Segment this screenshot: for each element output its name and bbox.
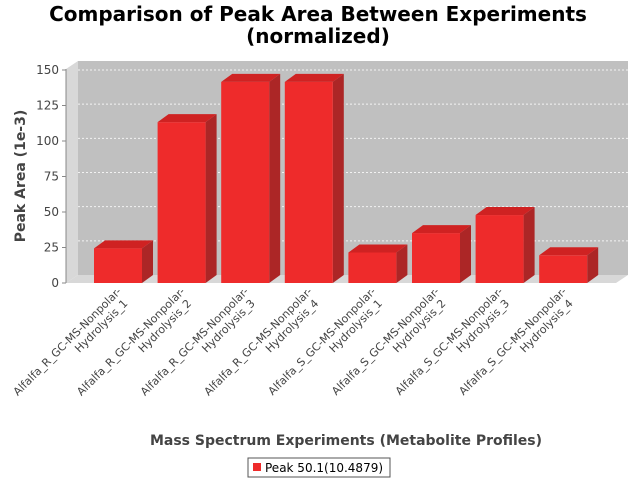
x-tick-label: Alfalfa_R_GC-MS-Nonpolar-Hydrolysis_1 (11, 285, 134, 408)
x-tick-label: Alfalfa_R_GC-MS-Nonpolar-Hydrolysis_3 (138, 285, 261, 408)
legend-box (247, 457, 391, 478)
y-tick-label: 100 (36, 134, 59, 148)
bar-side (523, 207, 535, 283)
bar-front (412, 233, 460, 283)
legend-swatch (253, 463, 261, 471)
y-tick-label: 150 (36, 63, 59, 77)
y-axis: 0 25 50 75 100 125 150 (36, 63, 67, 290)
bar-front (475, 215, 524, 283)
bar (284, 73, 344, 283)
bar-top (539, 247, 599, 256)
bar-top (284, 73, 344, 82)
x-tick-label: Alfalfa_S_GC-MS-Nonpolar-Hydrolysis_4 (456, 285, 578, 407)
x-tick-label-line: Alfalfa_R_GC-MS-Nonpolar- (11, 285, 124, 398)
x-axis-label: Mass Spectrum Experiments (Metabolite Pr… (150, 433, 542, 449)
legend-label: Peak 50.1(10.4879) (265, 461, 383, 475)
y-tick-label: 0 (51, 276, 59, 290)
bar (348, 244, 408, 283)
x-axis: Alfalfa_R_GC-MS-Nonpolar-Hydrolysis_1Alf… (11, 285, 578, 408)
bar-side (332, 73, 344, 283)
x-tick-label: Alfalfa_R_GC-MS-Nonpolar-Hydrolysis_2 (74, 285, 197, 408)
bar-front (94, 248, 142, 283)
bar-side (396, 244, 408, 283)
bar (157, 114, 217, 283)
chart-title-line-1: Comparison of Peak Area Between Experime… (49, 2, 587, 26)
bar-front (539, 255, 588, 283)
bar-front (157, 122, 206, 283)
bar-top (94, 240, 153, 249)
x-tick-label: Alfalfa_S_GC-MS-Nonpolar-Hydrolysis_2 (329, 285, 451, 407)
bars (94, 73, 599, 283)
bar-side (142, 240, 153, 283)
bar-top (412, 225, 471, 234)
y-axis-label: Peak Area (1e-3) (13, 110, 29, 243)
bar-side (587, 247, 599, 283)
y-tick-label: 75 (44, 170, 59, 184)
bar-side (460, 225, 471, 283)
bar-side (269, 73, 281, 283)
x-tick-label: Alfalfa_S_GC-MS-Nonpolar-Hydrolysis_3 (393, 285, 515, 407)
plot-left-wall (66, 61, 78, 283)
bar-top (475, 207, 535, 216)
bar-front (221, 81, 270, 283)
bar (539, 247, 599, 283)
bar-side (205, 114, 217, 283)
chart-title-line-2: (normalized) (246, 24, 390, 48)
y-tick-label: 125 (36, 99, 59, 113)
y-tick-label: 25 (44, 241, 59, 255)
bar (221, 73, 281, 283)
bar-top (221, 73, 281, 82)
bar (94, 240, 153, 283)
bar (412, 225, 471, 283)
bar (475, 207, 535, 283)
legend: Peak 50.1(10.4879) (247, 457, 391, 478)
bar-top (157, 114, 217, 123)
y-tick-label: 50 (44, 205, 59, 219)
bar-front (348, 252, 397, 283)
x-tick-label: Alfalfa_S_GC-MS-Nonpolar-Hydrolysis_1 (266, 285, 388, 407)
x-tick-label: Alfalfa_R_GC-MS-Nonpolar-Hydrolysis_4 (202, 285, 325, 408)
bar-front (284, 81, 333, 283)
bar-top (348, 244, 408, 253)
